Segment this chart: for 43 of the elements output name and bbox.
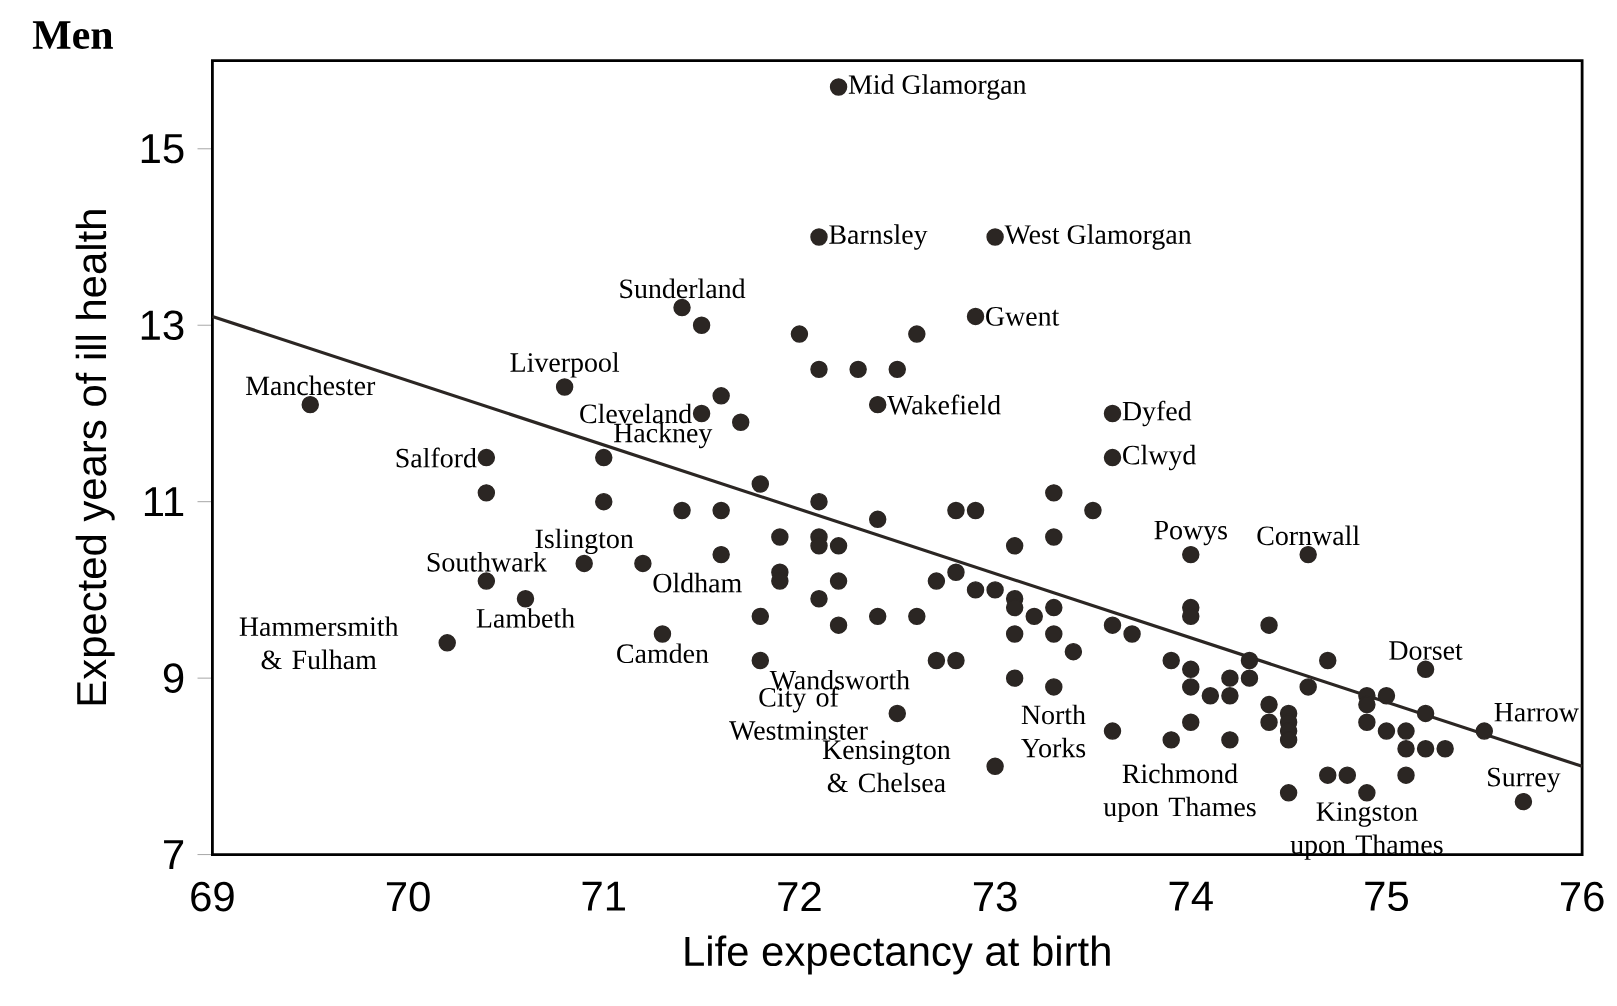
annotation: Lambeth [476, 607, 575, 628]
annotation: West Glamorgan [1004, 224, 1192, 250]
annotation: Surrey [1488, 767, 1561, 792]
annotation: Wakefield [887, 394, 1001, 415]
chart-title: Men [32, 21, 113, 49]
x-tick-label: 71 [582, 881, 625, 911]
annotation: Manchester [245, 375, 376, 395]
annotation: Kensington & Chelsea [822, 740, 951, 793]
annotation: Oldham [653, 572, 742, 593]
annotation: Sunderland [620, 278, 746, 298]
x-tick-label: 73 [973, 881, 1017, 912]
annotation: Cleveland [580, 403, 692, 424]
annotation: Clwyd [1123, 444, 1197, 471]
x-tick-label: 72 [778, 881, 821, 911]
annotation: Liverpool [510, 352, 620, 378]
annotation: Powys [1154, 520, 1227, 545]
annotation: Mid Glamorgan [848, 74, 1027, 100]
annotation: Hammersmith & Fulham [239, 616, 399, 670]
annotation: North Yorks [1021, 704, 1086, 758]
annotation: Islington [535, 528, 634, 554]
annotation: Barnsley [829, 224, 928, 250]
y-axis-title: Expected years of ill health [75, 210, 115, 705]
x-tick-label: 70 [386, 881, 430, 912]
x-tick-label: 76 [1560, 881, 1604, 912]
y-tick-label: 15 [141, 133, 184, 164]
x-tick-label: 75 [1365, 881, 1408, 911]
y-tick-label: 11 [144, 487, 184, 516]
annotation: Dorset [1389, 641, 1463, 660]
annotation: Richmond upon Thames [1103, 763, 1256, 822]
annotation: Harrow [1494, 702, 1579, 722]
y-tick-label: 7 [164, 839, 184, 869]
annotation: Camden [617, 643, 709, 663]
x-axis-title: Life expectancy at birth [685, 935, 1110, 975]
x-tick-label: 69 [191, 881, 234, 912]
y-tick-label: 9 [163, 663, 184, 693]
y-tick-label: 13 [141, 310, 184, 340]
annotation: Hackney [614, 422, 713, 448]
annotation: Dyfed [1122, 400, 1192, 427]
annotation: Southwark [427, 551, 547, 572]
x-tick-label: 74 [1169, 881, 1213, 911]
annotation: Salford [396, 447, 477, 468]
annotation: Gwent [986, 306, 1060, 326]
annotation: Cornwall [1257, 525, 1360, 545]
